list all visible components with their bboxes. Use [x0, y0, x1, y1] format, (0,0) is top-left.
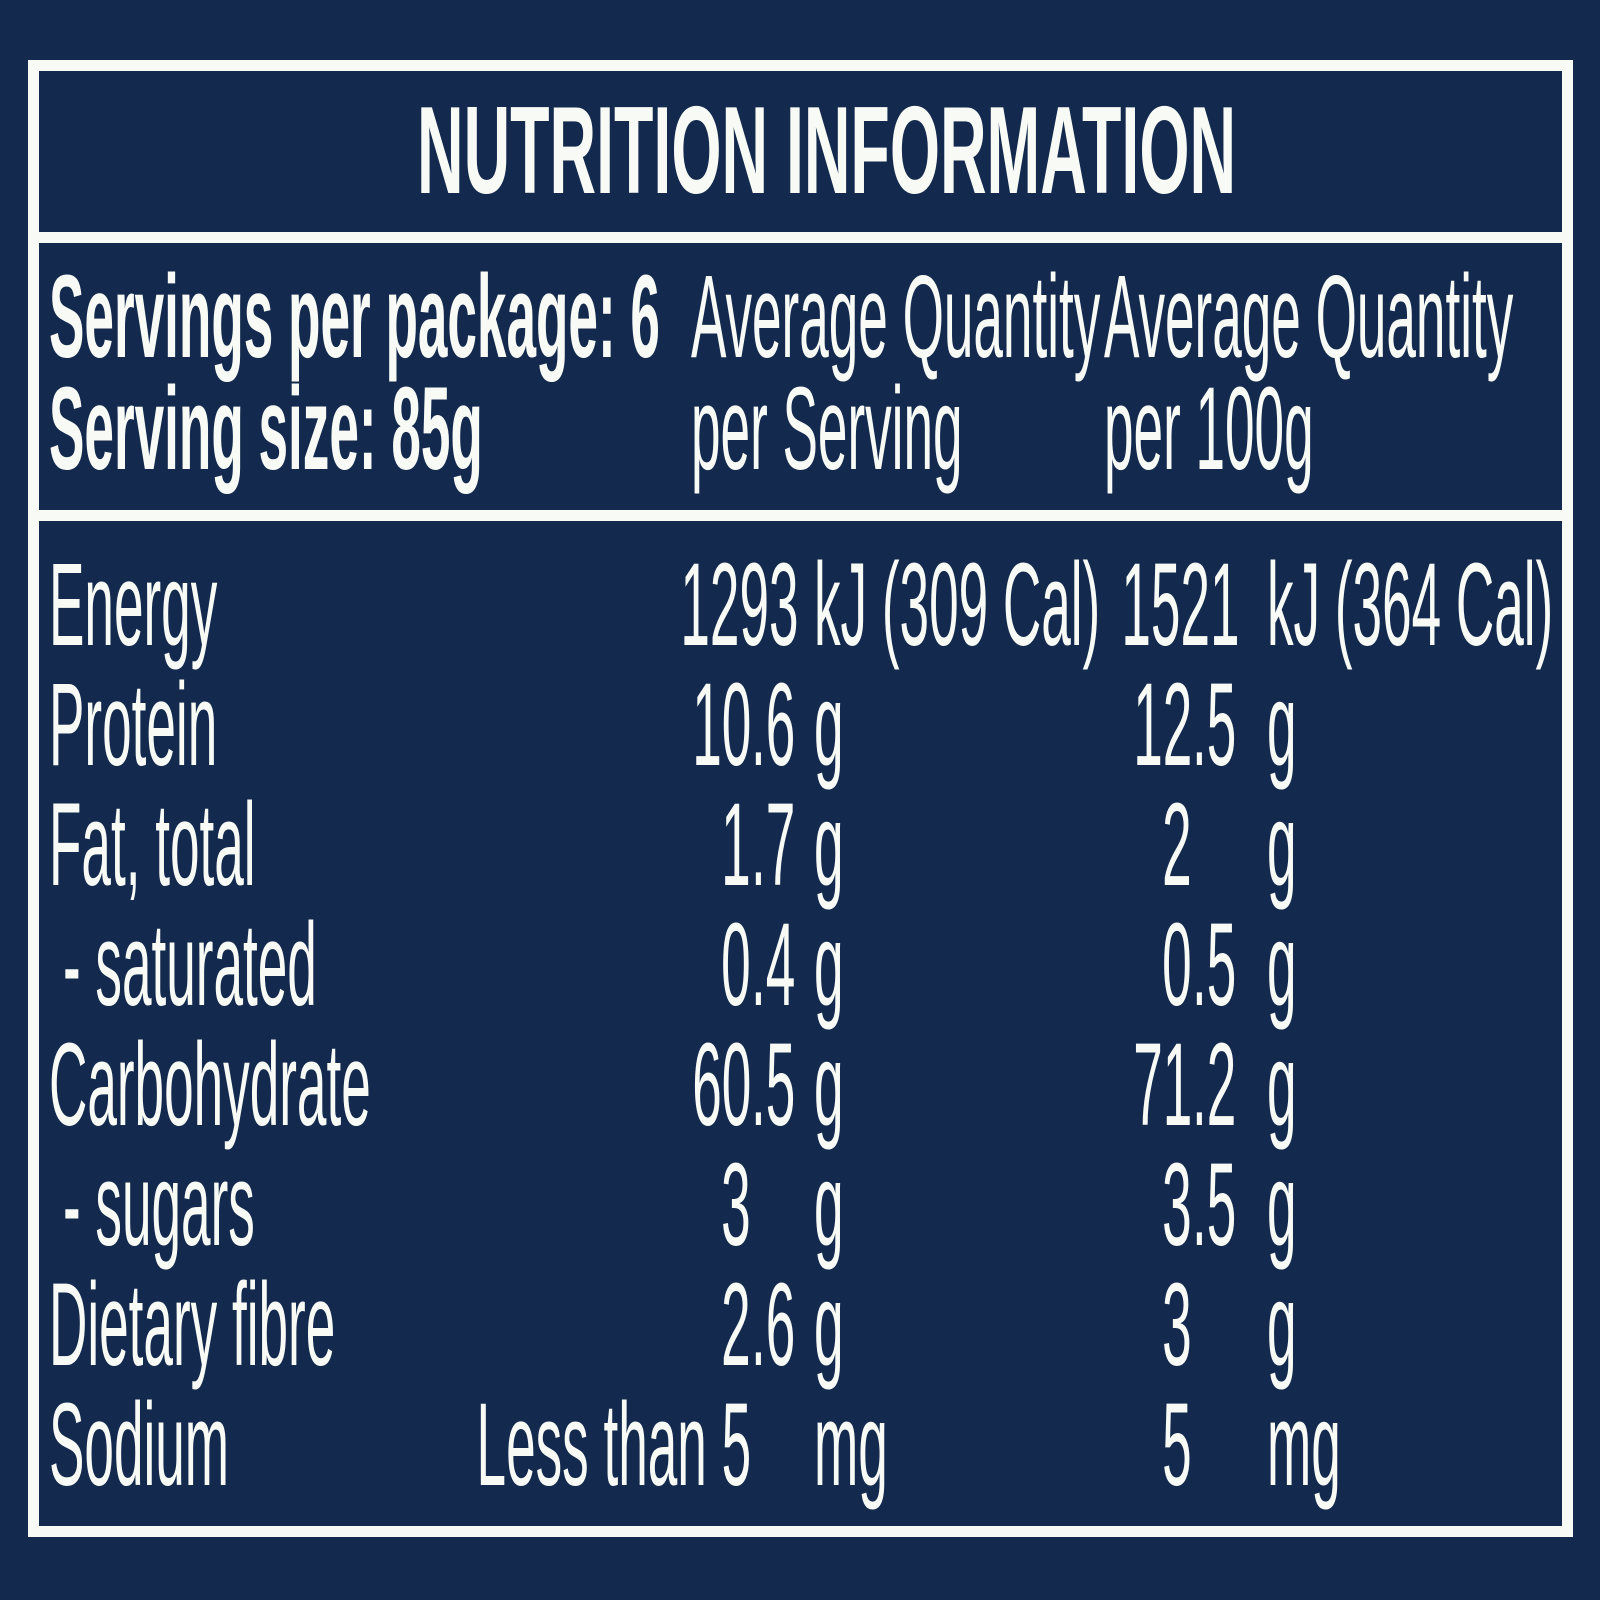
per-100g-header-line1: Average Quantity [1104, 251, 1600, 383]
nutrient-row: Sodium Less than 5 mg 5 mg [39, 1385, 1562, 1505]
per-100g-value: 5 [1162, 1379, 1192, 1511]
nutrient-rows: Energy 1293 kJ (309 Cal) 1521 kJ (364 Cal) Pr… [39, 545, 1562, 1505]
column-header-per-serving: Average Quantity per Serving [691, 251, 1600, 495]
per-serving-decimal: .5 [751, 1019, 796, 1151]
per-100g-value: 0 [1162, 899, 1192, 1031]
per-serving-header-text2: per Serving [691, 363, 963, 495]
per-100g-unit: g [1267, 1139, 1297, 1271]
per-100g-unit: g [1267, 659, 1297, 791]
per-serving-unit: g [814, 1259, 844, 1391]
header-divider [39, 510, 1562, 521]
per-100g-value: 3 [1162, 1259, 1192, 1391]
nutrient-row: Energy 1293 kJ (309 Cal) 1521 kJ (364 Cal) [39, 545, 1562, 665]
per-serving-decimal: .4 [751, 899, 796, 1031]
nutrient-row: Protein 10.6 g 12.5 g [39, 665, 1562, 785]
per-serving-unit: g [814, 899, 844, 1031]
nutrient-row: - sugars 3 g 3.5 g [39, 1145, 1562, 1265]
nutrient-label: Energy [49, 539, 218, 671]
servings-per-package-text: Servings per package: 6 [49, 251, 660, 383]
column-header-per-100g: Average Quantity per 100g [1104, 251, 1600, 495]
panel-title-row: NUTRITION INFORMATION [39, 81, 1562, 221]
per-serving-value: 0 [721, 899, 751, 1031]
per-100g-unit: g [1267, 1259, 1297, 1391]
panel-border: NUTRITION INFORMATION Servings per packa… [28, 60, 1573, 1537]
per-100g-decimal: .5 [1192, 659, 1237, 791]
per-serving-value: 60 [691, 1019, 751, 1151]
per-100g-decimal: .2 [1192, 1019, 1237, 1151]
serving-size-line: Serving size: 85g [49, 363, 1407, 495]
per-100g-header-line2: per 100g [1104, 363, 1600, 495]
title-divider [39, 232, 1562, 243]
nutrient-row: Dietary fibre 2.6 g 3 g [39, 1265, 1562, 1385]
nutrient-row: Carbohydrate 60.5 g 71.2 g [39, 1025, 1562, 1145]
per-serving-unit: mg [814, 1379, 888, 1511]
nutrient-label: Sodium [49, 1379, 230, 1511]
per-100g-header-text2: per 100g [1104, 363, 1314, 495]
serving-info-block: Servings per package: 6 Serving size: 85… [49, 251, 1407, 495]
per-serving-value: Less than 5 [476, 1379, 751, 1511]
per-serving-value: 2 [721, 1259, 751, 1391]
per-100g-unit: g [1267, 1019, 1297, 1151]
per-100g-decimal: .5 [1192, 1139, 1237, 1271]
per-serving-decimal: .6 [751, 659, 796, 791]
nutrient-label: Carbohydrate [49, 1019, 371, 1151]
per-serving-decimal: .7 [751, 779, 796, 911]
per-serving-value: 10 [691, 659, 751, 791]
per-100g-header-text1: Average Quantity [1104, 251, 1514, 383]
per-100g-value: 1521 [1121, 539, 1240, 671]
per-serving-unit: g [814, 1139, 844, 1271]
per-100g-value: 3 [1162, 1139, 1192, 1271]
per-serving-decimal: .6 [751, 1259, 796, 1391]
nutrient-label: Fat, total [49, 779, 256, 911]
per-serving-value: 3 [721, 1139, 751, 1271]
servings-per-package-line: Servings per package: 6 [49, 251, 1407, 383]
nutrient-label: - sugars [63, 1139, 255, 1271]
per-100g-value: 71 [1132, 1019, 1192, 1151]
panel-title: NUTRITION INFORMATION [417, 82, 1237, 220]
per-serving-header-line1: Average Quantity [691, 251, 1600, 383]
per-serving-value: 1 [721, 779, 751, 911]
per-serving-unit: g [814, 659, 844, 791]
per-serving-header-text1: Average Quantity [691, 251, 1101, 383]
nutrient-row: - saturated 0.4 g 0.5 g [39, 905, 1562, 1025]
per-100g-unit: g [1267, 779, 1297, 911]
per-100g-unit: g [1267, 899, 1297, 1031]
per-100g-value: 12 [1132, 659, 1192, 791]
per-serving-value: 1293 [680, 539, 799, 671]
per-100g-decimal: .5 [1192, 899, 1237, 1031]
nutrient-label: Protein [49, 659, 218, 791]
nutrient-label: - saturated [63, 899, 317, 1031]
serving-size-text: Serving size: 85g [49, 363, 483, 495]
per-serving-unit: kJ (309 Cal) [814, 539, 1101, 671]
per-serving-unit: g [814, 1019, 844, 1151]
per-100g-value: 2 [1162, 779, 1192, 911]
nutrient-label: Dietary fibre [49, 1259, 336, 1391]
nutrient-row: Fat, total 1.7 g 2 g [39, 785, 1562, 905]
per-100g-unit: mg [1267, 1379, 1341, 1511]
per-serving-unit: g [814, 779, 844, 911]
per-serving-header-line2: per Serving [691, 363, 1600, 495]
per-100g-unit: kJ (364 Cal) [1267, 539, 1554, 671]
